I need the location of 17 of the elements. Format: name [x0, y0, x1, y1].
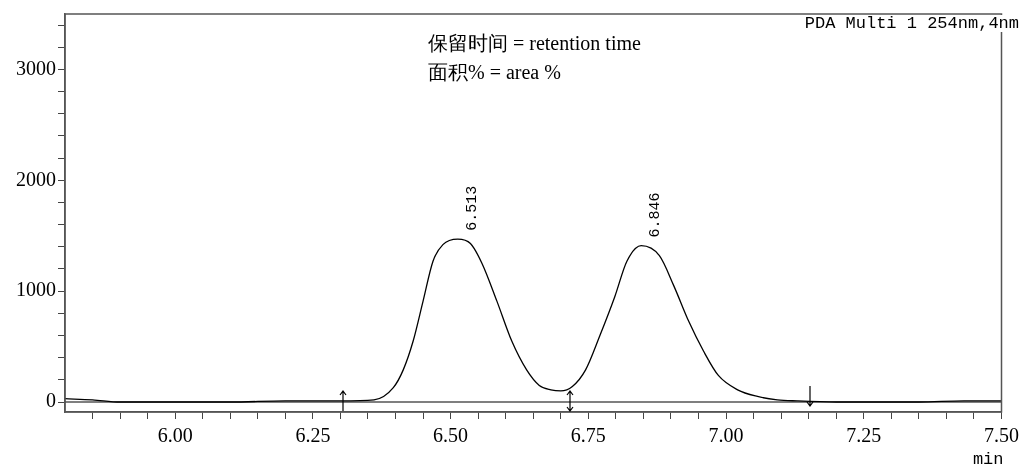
annotation: 保留时间 = retention time [428, 32, 641, 54]
x-tick-label: 7.00 [708, 424, 744, 447]
annotation: PDA Multi 1 254nm,4nm [804, 14, 1019, 33]
y-tick-label: 3000 [16, 56, 56, 79]
x-tick-label: 6.50 [433, 424, 469, 447]
x-tick-label: 6.25 [295, 424, 331, 447]
annotation: 面积% = area % [428, 61, 561, 83]
y-tick-label: 1000 [16, 278, 56, 301]
annotation: 6.513 [463, 185, 481, 231]
y-tick-label: 0 [46, 389, 56, 412]
annotation: 6.846 [647, 192, 665, 238]
x-axis-title: min [972, 450, 1004, 468]
x-tick-label: 7.50 [984, 424, 1019, 447]
x-tick-label: 7.25 [846, 424, 882, 447]
x-tick-label: 6.75 [570, 424, 606, 447]
y-tick-label: 2000 [16, 167, 56, 190]
x-tick-label: 6.00 [157, 424, 193, 447]
